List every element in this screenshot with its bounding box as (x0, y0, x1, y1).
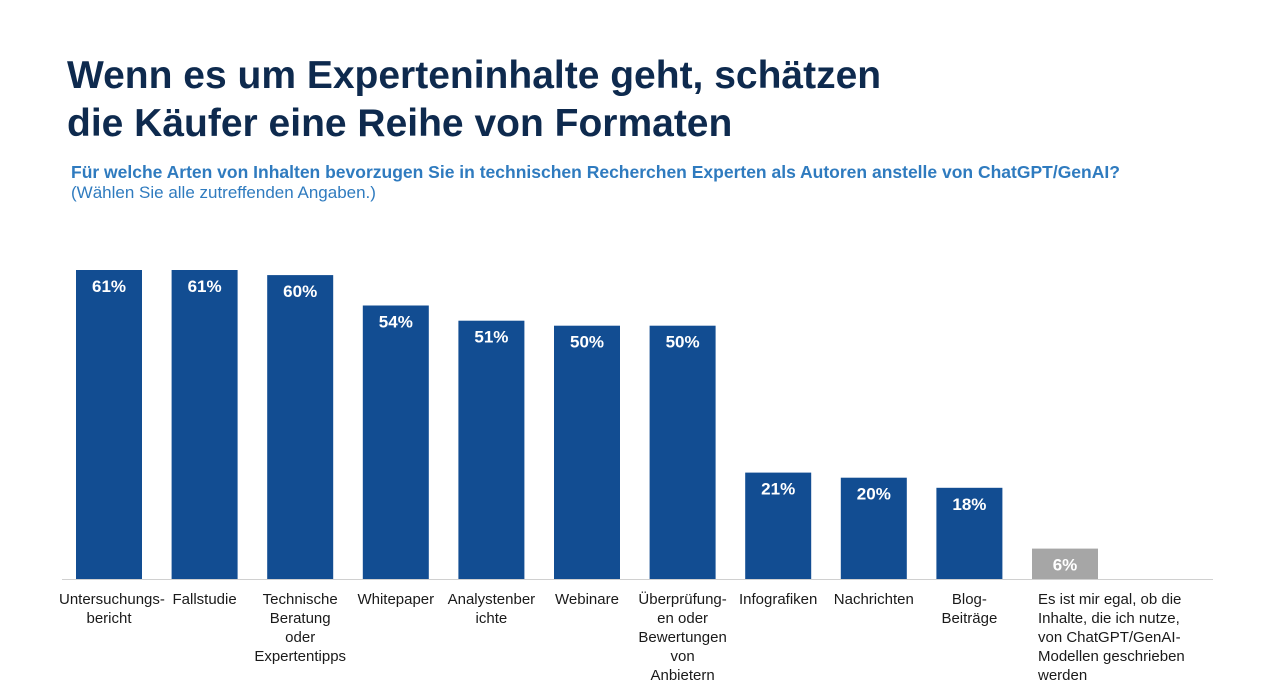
category-label-2: Fallstudie (172, 591, 237, 608)
bar-value-label-7: 50% (666, 333, 700, 352)
bar-value-label-1: 61% (92, 277, 126, 296)
category-label-6: Webinare (555, 591, 619, 608)
bar-value-label-10: 18% (952, 495, 986, 514)
bar-3 (267, 275, 334, 579)
category-label-1: Untersuchungs-bericht (59, 591, 165, 627)
bar-10 (936, 487, 1003, 579)
survey-instruction: (Wählen Sie alle zutreffenden Angaben.) (71, 183, 376, 202)
category-label-5: Analystenber ichte (447, 591, 536, 627)
bar-value-label-2: 61% (188, 277, 222, 296)
category-label-10: Blog- Beiträge (941, 591, 998, 627)
category-label-8: Infografiken (738, 591, 818, 608)
bar-11 (1032, 548, 1098, 579)
survey-question: Für welche Arten von Inhalten bevorzugen… (71, 162, 1120, 182)
bar-value-label-11: 6% (1053, 556, 1078, 575)
category-label-3: Technische Beratung oder Expertentipps (254, 591, 347, 665)
bar-value-label-5: 51% (474, 328, 508, 347)
category-label-4: Whitepaper (357, 591, 435, 608)
bar-9 (840, 477, 907, 579)
bar-1 (76, 270, 142, 579)
bar-value-label-8: 21% (761, 480, 795, 499)
category-label-11: Es ist mir egal, ob die Inhalte, die ich … (1038, 591, 1185, 684)
category-label-9: Nachrichten (833, 591, 914, 608)
bar-2 (171, 270, 238, 579)
bar-value-label-4: 54% (379, 313, 413, 332)
bar-8 (745, 472, 812, 579)
title-line-1: Wenn es um Experteninhalte geht, schätze… (67, 54, 882, 97)
bar-5 (458, 320, 525, 579)
title-line-2: die Käufer eine Reihe von Formaten (67, 102, 733, 145)
bar-value-label-9: 20% (857, 485, 891, 504)
bar-value-label-6: 50% (570, 333, 604, 352)
bar-6 (554, 325, 620, 579)
bar-value-label-3: 60% (283, 282, 317, 301)
bar-4 (362, 305, 429, 579)
chart-title: Wenn es um Experteninhalte geht, schätze… (67, 52, 1067, 148)
category-label-7: Überprüfung-en oder Bewertungen von Anbiete… (638, 591, 727, 684)
bar-7 (649, 325, 716, 579)
